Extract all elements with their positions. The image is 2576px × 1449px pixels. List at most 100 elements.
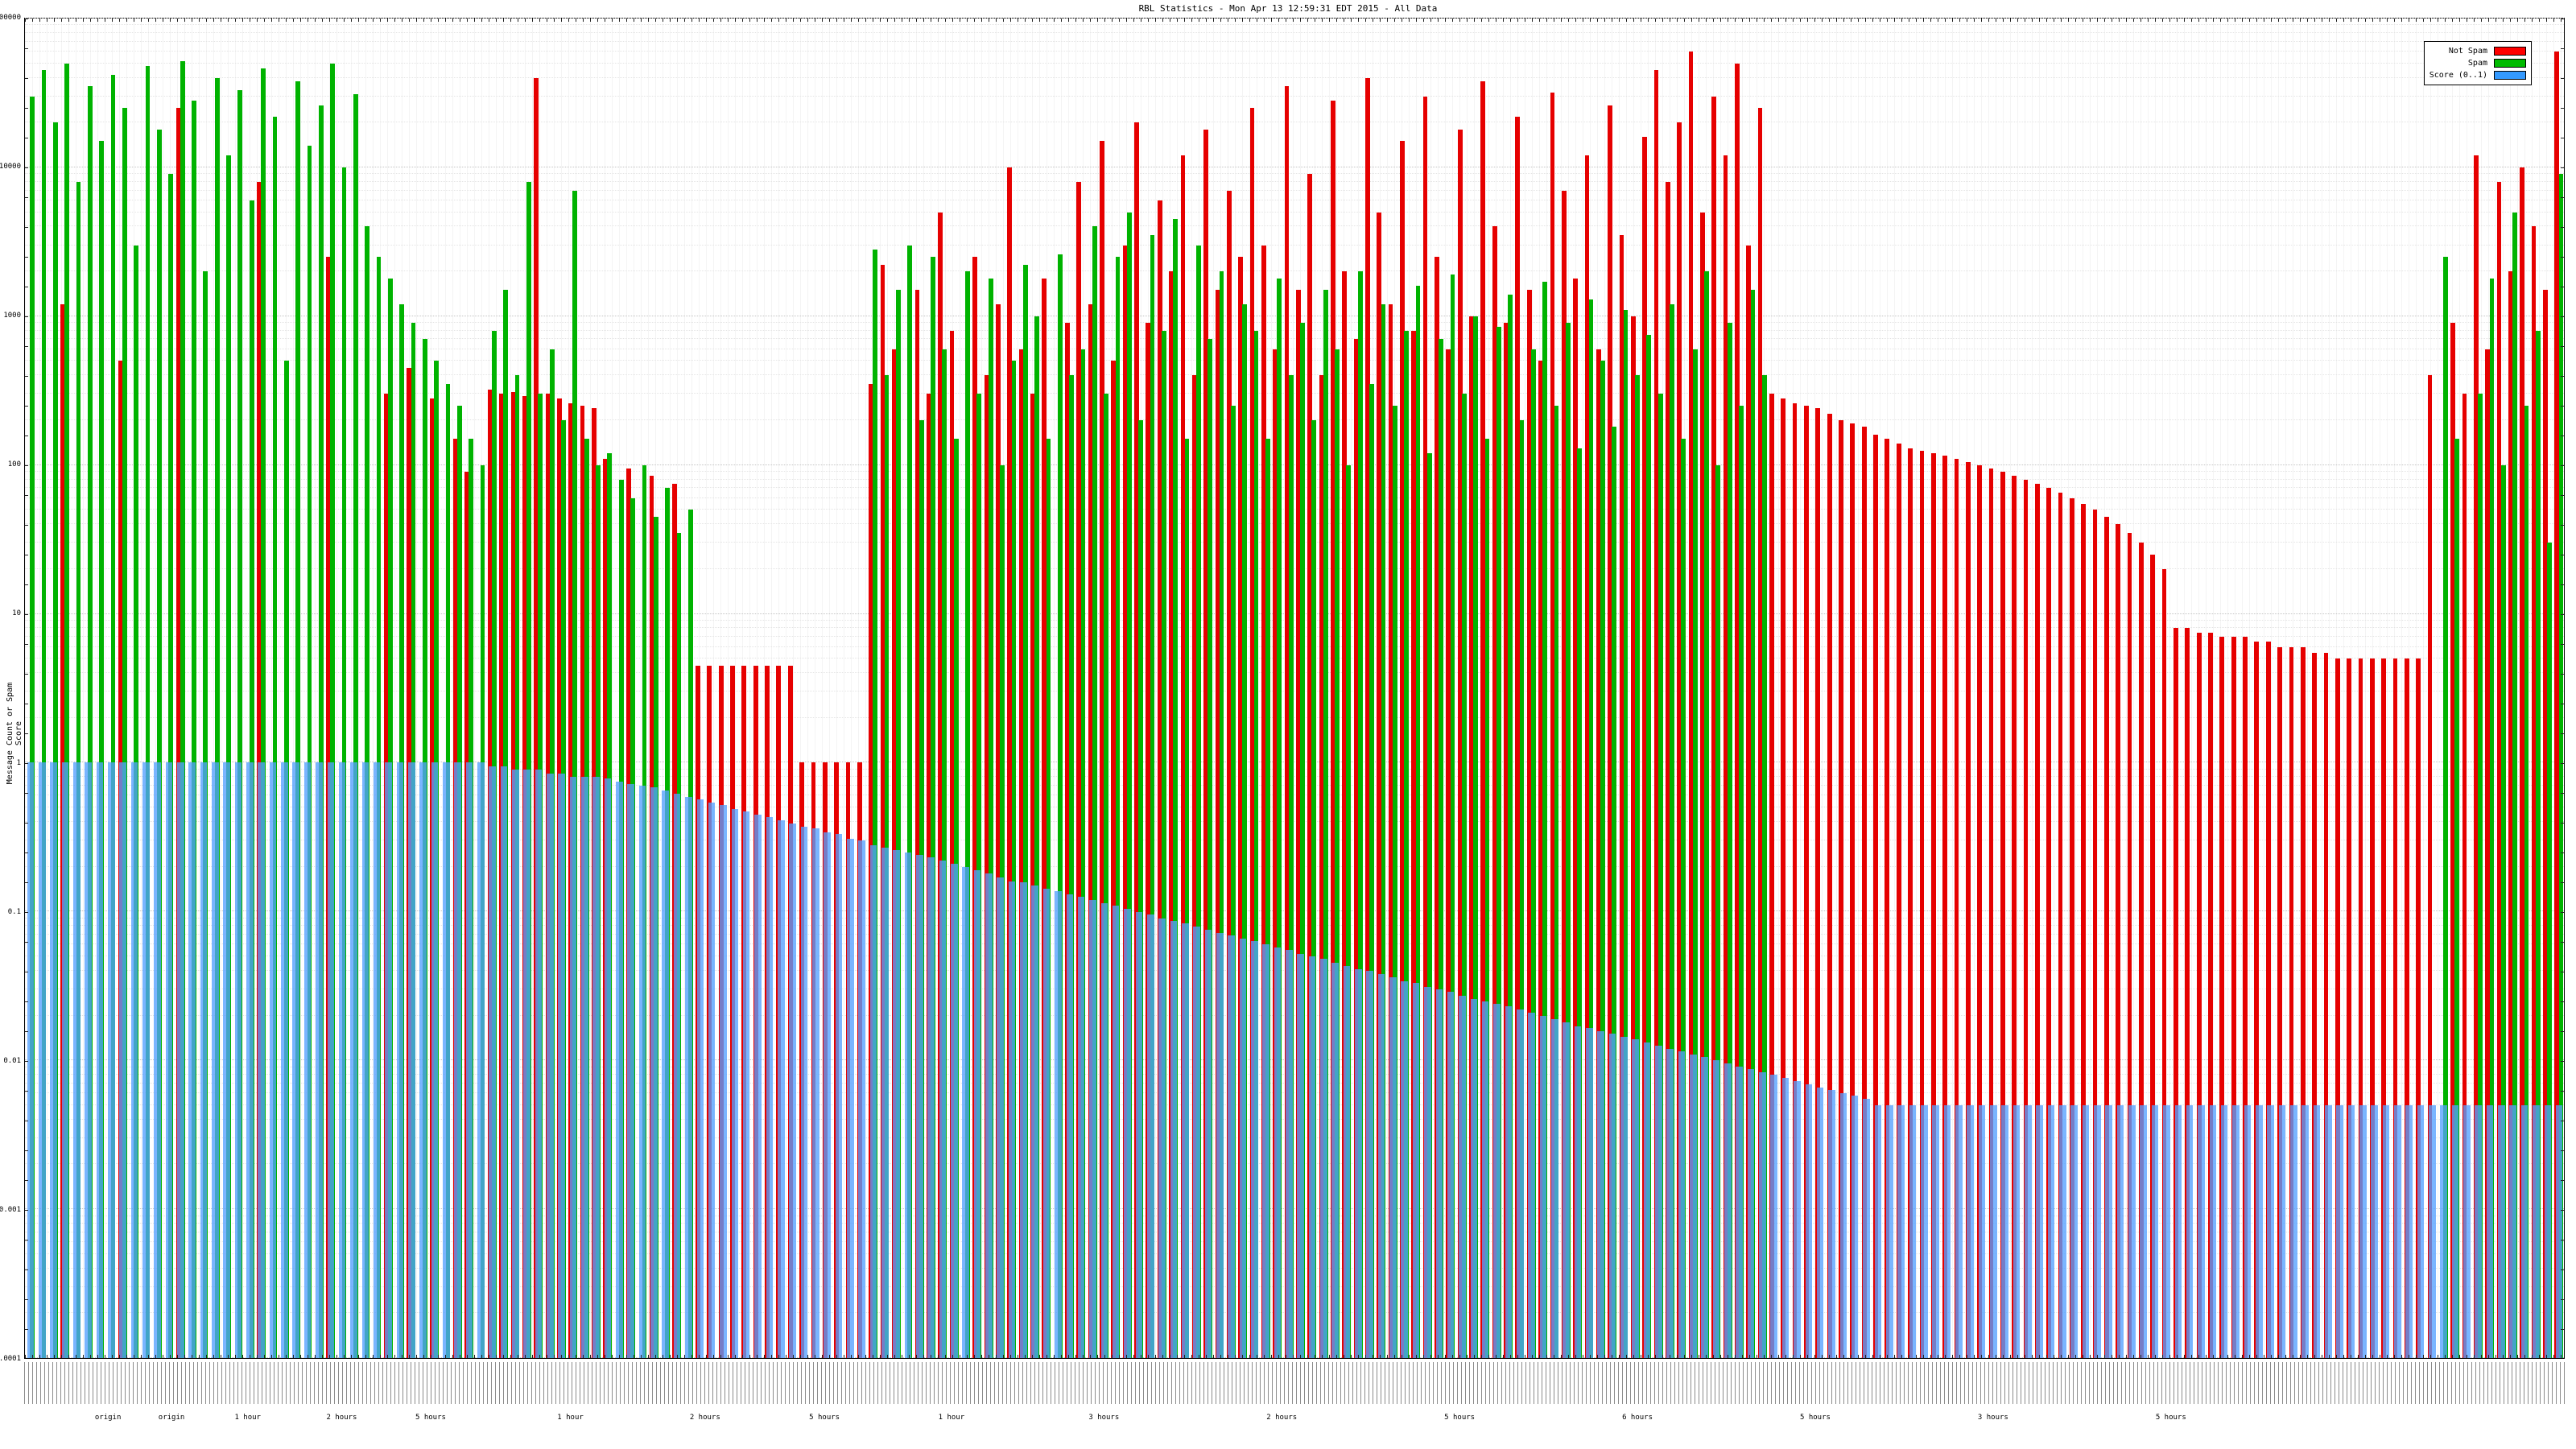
bar-score-0-1-	[916, 855, 923, 1358]
gridline-minor	[25, 933, 2564, 935]
bar-score-0-1-	[1655, 1045, 1662, 1358]
bar-not-spam	[1908, 448, 1913, 1358]
bar-score-0-1-	[685, 796, 692, 1358]
bar-group	[1341, 19, 1352, 1358]
y-tick-label: 100	[7, 460, 21, 469]
bar-score-0-1-	[1874, 1104, 1882, 1358]
bar-score-0-1-	[1794, 1080, 1801, 1358]
bar-score-0-1-	[1389, 977, 1397, 1358]
gridline-minor	[25, 1074, 2564, 1075]
bar-not-spam	[880, 265, 886, 1358]
gridline-minor	[25, 24, 2564, 26]
gridline-minor	[25, 393, 2564, 394]
bar-not-spam	[1273, 349, 1278, 1358]
bar-group	[140, 19, 151, 1358]
bar-group	[2484, 19, 2496, 1358]
bar-score-0-1-	[1909, 1104, 1917, 1358]
bar-not-spam	[2034, 483, 2040, 1358]
bar-not-spam	[1630, 316, 1636, 1358]
bar-spam	[1323, 290, 1328, 1358]
bar-spam	[2524, 406, 2529, 1358]
bar-score-0-1-	[246, 762, 254, 1358]
bar-not-spam	[2127, 532, 2132, 1358]
bar-score-0-1-	[2198, 1104, 2205, 1358]
bar-score-0-1-	[1620, 1036, 1628, 1358]
bar-score-0-1-	[1736, 1066, 1744, 1358]
bar-not-spam	[1261, 245, 1266, 1358]
bar-group	[1641, 19, 1653, 1358]
bar-spam	[1011, 361, 1017, 1358]
bar-spam	[1704, 271, 1709, 1358]
bar-not-spam	[534, 77, 539, 1358]
bar-score-0-1-	[454, 762, 461, 1358]
bar-score-0-1-	[789, 824, 796, 1358]
gridline-minor	[25, 969, 2564, 971]
bar-spam	[272, 116, 278, 1358]
gridline-minor	[25, 636, 2564, 638]
bar-group	[2253, 19, 2264, 1358]
bar-group	[718, 19, 729, 1358]
bar-score-0-1-	[1112, 906, 1120, 1358]
bar-group	[1110, 19, 1121, 1358]
bar-not-spam	[1146, 323, 1151, 1358]
bar-spam	[1566, 323, 1571, 1358]
bar-score-0-1-	[1863, 1099, 1870, 1358]
bar-group	[291, 19, 302, 1358]
bar-group	[1388, 19, 1399, 1358]
bar-group	[1445, 19, 1456, 1358]
bar-score-0-1-	[604, 778, 612, 1358]
bar-not-spam	[2289, 646, 2294, 1358]
bar-group	[1145, 19, 1156, 1358]
bar-score-0-1-	[1100, 902, 1108, 1358]
bar-not-spam	[1584, 155, 1590, 1358]
gridline-minor	[25, 374, 2564, 376]
bar-score-0-1-	[2082, 1104, 2090, 1358]
bar-group	[2149, 19, 2161, 1358]
bar-score-0-1-	[407, 762, 415, 1358]
bar-spam	[1612, 427, 1617, 1358]
bar-not-spam	[1839, 420, 1843, 1358]
bar-group	[118, 19, 129, 1358]
bar-group	[325, 19, 336, 1358]
bar-not-spam	[1295, 290, 1301, 1358]
bar-not-spam	[2092, 510, 2098, 1358]
bar-group	[1157, 19, 1168, 1358]
bar-spam	[1484, 439, 1490, 1358]
bar-spam	[192, 101, 196, 1358]
x-group-label: 3 hours	[1088, 1414, 1120, 1422]
bar-group	[2103, 19, 2115, 1358]
bar-score-0-1-	[1435, 989, 1443, 1358]
gridline-major	[25, 18, 2564, 19]
bar-score-0-1-	[188, 762, 196, 1358]
bar-group	[1988, 19, 1999, 1358]
bar-group	[314, 19, 325, 1358]
gridline-minor	[25, 1104, 2564, 1105]
bar-group	[649, 19, 660, 1358]
gridline-minor	[25, 471, 2564, 473]
bar-group	[336, 19, 348, 1358]
bar-not-spam	[2219, 637, 2225, 1358]
x-group-label: 5 hours	[1800, 1414, 1831, 1422]
bar-group	[1203, 19, 1214, 1358]
bar-score-0-1-	[985, 873, 993, 1358]
bar-spam	[1657, 394, 1663, 1358]
bar-group	[418, 19, 429, 1358]
gridline-minor	[25, 31, 2564, 33]
bar-not-spam	[2254, 642, 2260, 1358]
bar-score-0-1-	[1331, 963, 1340, 1358]
legend-swatch	[2494, 59, 2526, 68]
bar-group	[2207, 19, 2219, 1358]
bar-spam	[1346, 464, 1352, 1358]
bar-score-0-1-	[638, 786, 646, 1358]
x-group-label: 1 hour	[557, 1414, 584, 1422]
bar-group	[36, 19, 47, 1358]
bar-group	[94, 19, 105, 1358]
x-group-label: 5 hours	[1444, 1414, 1476, 1422]
bar-spam	[1335, 349, 1340, 1358]
gridline-minor	[25, 211, 2564, 213]
bar-score-0-1-	[1424, 987, 1431, 1358]
bar-not-spam	[1088, 304, 1093, 1358]
bar-spam	[2478, 394, 2483, 1358]
bar-score-0-1-	[2440, 1104, 2448, 1358]
bar-spam	[873, 250, 878, 1358]
